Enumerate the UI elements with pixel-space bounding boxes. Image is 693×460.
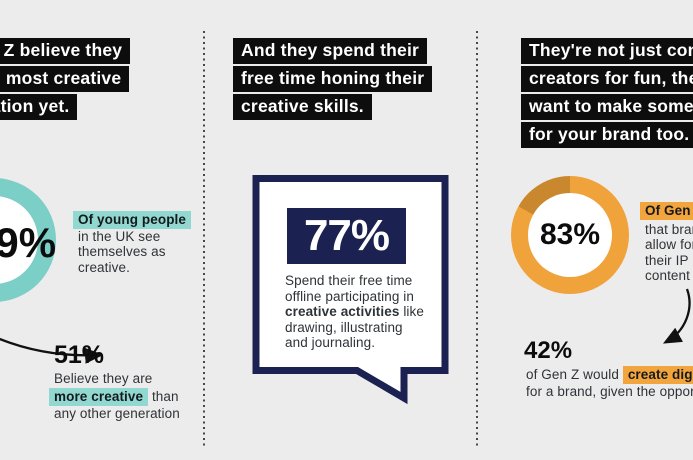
column-divider-left (203, 31, 205, 447)
right-callout-text: of Gen Z would create digital content fo… (526, 366, 693, 399)
left-stat-text: Of young people in the UK see themselves… (73, 211, 191, 275)
left-callout-line2: more creative than (49, 388, 180, 407)
right-callout-value: 42% (524, 337, 573, 364)
curved-arrow-right (662, 288, 691, 344)
left-callout-value: 51% (54, 341, 105, 369)
bubble-line1: Spend their free time (285, 273, 413, 288)
right-stat-line5: content creation. (645, 267, 693, 283)
right-headline: They're not just content creators for fu… (521, 38, 693, 150)
right-headline-line2: creators for fun, they (521, 66, 693, 92)
left-headline-line2: are the most creative (0, 66, 130, 92)
bubble-line3-rest: like (399, 304, 424, 319)
right-stat-highlight: Of Gen Z agree (640, 202, 693, 221)
right-headline-line1: They're not just content (521, 38, 693, 64)
left-stat-line2: in the UK see (78, 229, 161, 245)
bubble-line4: drawing, illustrating (285, 319, 403, 335)
bubble-line2: offline participating in (285, 288, 414, 304)
left-callout-line3: any other generation (54, 406, 180, 422)
bubble-line5: and journaling. (285, 335, 376, 350)
bubble-text: Spend their free time offline participat… (285, 273, 424, 351)
right-callout-highlight: create digital content (622, 366, 693, 385)
left-callout-line1: Believe they are (54, 371, 153, 386)
teal-donut-value: 79% (0, 219, 57, 266)
right-stat-line2: that brands should (645, 222, 693, 238)
right-callout-line2: for a brand, given the opportunity. (526, 384, 693, 400)
left-headline: of Gen Z believe they are the most creat… (0, 38, 131, 122)
left-callout-text: Believe they are more creative than any … (49, 371, 180, 422)
orange-donut-value: 83% (539, 218, 601, 251)
bubble-value-badge: 77% (287, 208, 406, 264)
donut-hole (528, 193, 612, 277)
left-headline-line3: generation yet. (0, 94, 78, 120)
curved-arrow-left (0, 337, 104, 364)
right-stat-line3: allow for use of (645, 237, 693, 253)
left-headline-line1: of Gen Z believe they (0, 38, 131, 64)
left-stat-line4: creative. (78, 259, 130, 275)
column-divider-right (476, 31, 478, 447)
orange-donut-chart: 83% (511, 176, 629, 294)
middle-headline: And they spend their free time honing th… (233, 38, 433, 122)
left-stat-line3: themselves as (78, 244, 166, 260)
right-headline-line3: want to make something (521, 94, 693, 120)
middle-headline-line1: And they spend their (233, 38, 428, 64)
left-callout-line2-rest: than (148, 389, 179, 405)
middle-headline-line2: free time honing their (233, 66, 433, 92)
right-stat-line4: their IP in digital (645, 252, 693, 268)
bubble-bold: creative activities (285, 304, 400, 319)
left-stat-highlight: Of young people (73, 211, 191, 230)
bubble-value: 77% (303, 211, 390, 260)
right-stat-text: Of Gen Z agree that brands should allow … (640, 202, 693, 283)
bubble-line3: creative activities like (285, 304, 424, 320)
right-headline-line4: for your brand too. (521, 122, 693, 148)
left-callout-highlight: more creative (49, 388, 149, 407)
middle-headline-line3: creative skills. (233, 94, 372, 120)
right-callout-line1-pre: of Gen Z would (526, 367, 623, 382)
